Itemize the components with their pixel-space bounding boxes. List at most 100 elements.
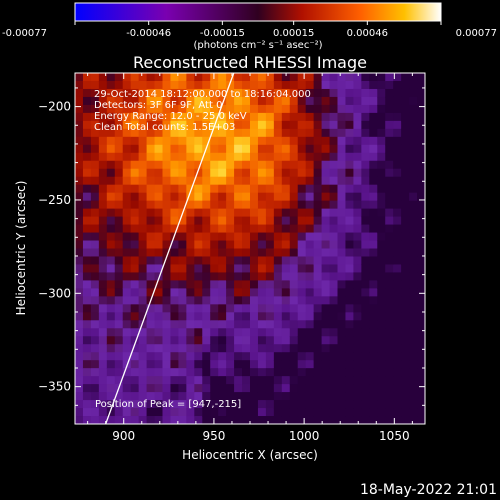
heatmap-cell [297, 288, 307, 297]
heatmap-cell [377, 328, 386, 337]
heatmap-cell [297, 224, 307, 234]
heatmap-cell [162, 240, 172, 250]
heatmap-cell [130, 344, 140, 353]
heatmap-cell [178, 152, 187, 162]
heatmap-cell [122, 288, 132, 297]
heatmap-cell [313, 256, 323, 266]
heatmap-cell [234, 368, 243, 377]
heatmap-cell [234, 104, 243, 114]
heatmap-cell [401, 376, 410, 385]
heatmap-cell [146, 224, 156, 234]
heatmap-cell [337, 88, 347, 98]
heatmap-cell [257, 224, 267, 234]
heatmap-cell [313, 216, 323, 226]
heatmap-cell [242, 352, 251, 361]
heatmap-cell [170, 160, 180, 170]
heatmap-cell [138, 112, 148, 122]
heatmap-cell [170, 408, 180, 417]
y-axis-ticks: −200−250−300−350 [38, 87, 425, 425]
heatmap-cell [170, 152, 180, 162]
heatmap-cell [313, 232, 323, 242]
heatmap-cell [242, 200, 251, 210]
heatmap-cell [202, 136, 211, 146]
heatmap-cell [305, 280, 315, 289]
heatmap-cell [305, 216, 315, 226]
heatmap-cell [210, 264, 219, 274]
heatmap-cell [257, 360, 267, 369]
heatmap-cell [242, 96, 251, 106]
heatmap-cell [385, 376, 394, 385]
heatmap-cell [178, 240, 187, 250]
heatmap-cell [210, 400, 219, 409]
heatmap-cell [289, 232, 299, 242]
colorbar-tick-label: -0.00046 [126, 28, 171, 39]
heatmap-cell [289, 328, 299, 337]
heatmap-cells [75, 73, 425, 424]
heatmap-cell [106, 376, 116, 385]
heatmap-cell [178, 176, 187, 186]
heatmap-cell [210, 224, 219, 234]
heatmap-cell [170, 224, 180, 234]
heatmap-cell [122, 192, 132, 202]
heatmap-cell [417, 360, 425, 369]
heatmap-cell [234, 256, 243, 266]
heatmap-cell [82, 112, 92, 122]
heatmap-cell [337, 368, 347, 377]
heatmap-cell [138, 88, 148, 98]
heatmap-cell [226, 216, 235, 226]
heatmap-cell [377, 216, 386, 226]
heatmap-cell [385, 96, 394, 106]
heatmap-cell [361, 208, 370, 218]
heatmap-cell [250, 400, 259, 409]
heatmap-cell [178, 192, 187, 202]
heatmap-cell [114, 256, 124, 266]
heatmap-cell [82, 400, 92, 409]
heatmap-cell [130, 304, 140, 313]
heatmap-cell [377, 73, 386, 82]
heatmap-cell [385, 336, 394, 345]
heatmap-cell [377, 272, 386, 282]
heatmap-cell [98, 224, 108, 234]
heatmap-cell [361, 112, 370, 122]
heatmap-cell [186, 168, 195, 178]
heatmap-cell [329, 360, 339, 369]
heatmap-cell [273, 240, 283, 250]
heatmap-cell [90, 272, 100, 282]
heatmap-cell [154, 88, 164, 98]
heatmap-cell [202, 352, 211, 361]
heatmap-cell [361, 272, 370, 282]
heatmap-cell [273, 312, 283, 321]
heatmap-cell [75, 128, 84, 138]
heatmap-cell [297, 120, 307, 130]
heatmap-cell [297, 416, 307, 424]
heatmap-cell [393, 232, 402, 242]
heatmap-cell [146, 240, 156, 250]
heatmap-cell [186, 192, 195, 202]
heatmap-cell [401, 144, 410, 154]
heatmap-cell [273, 280, 283, 289]
heatmap-cell [170, 88, 180, 98]
heatmap-cell [337, 400, 347, 409]
heatmap-cell [385, 296, 394, 305]
heatmap-cell [130, 184, 140, 194]
heatmap-cell [361, 320, 370, 329]
heatmap-cell [194, 240, 203, 250]
heatmap-cell [194, 256, 203, 266]
heatmap-cell [114, 288, 124, 297]
heatmap-cell [90, 232, 100, 242]
heatmap-cell [265, 136, 275, 146]
heatmap-cell [385, 400, 394, 409]
heatmap-cell [154, 104, 164, 114]
heatmap-cell [210, 312, 219, 321]
heatmap-cell [265, 216, 275, 226]
heatmap-cell [265, 296, 275, 305]
heatmap-cell [82, 208, 92, 218]
heatmap-cell [401, 192, 410, 202]
heatmap-cell [75, 304, 84, 313]
heatmap-cell [273, 320, 283, 329]
heatmap-cell [178, 184, 187, 194]
heatmap-cell [98, 136, 108, 146]
heatmap-cell [194, 144, 203, 154]
heatmap-cell [345, 248, 355, 258]
heatmap-cell [401, 73, 410, 82]
